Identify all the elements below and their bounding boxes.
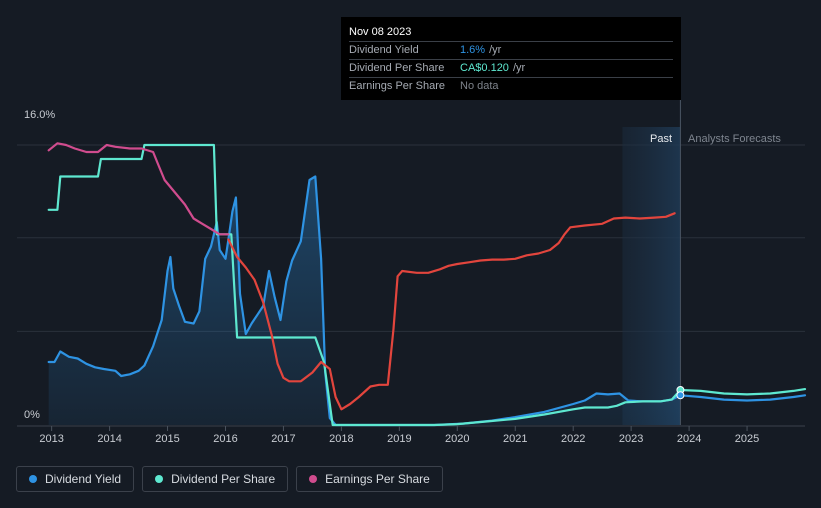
legend: Dividend Yield Dividend Per Share Earnin… [16,466,443,492]
x-tick-label: 2021 [503,433,527,445]
marker-dividend-yield [676,391,685,400]
x-tick-label: 2019 [387,433,411,445]
x-tick-label: 2016 [213,433,237,445]
series-line-dividend-yield-forecast [679,394,807,402]
x-tick-label: 2018 [329,433,353,445]
legend-dot-icon [29,475,37,483]
tooltip-date: Nov 08 2023 [349,26,412,38]
legend-item-earnings-per-share[interactable]: Earnings Per Share [296,466,443,492]
x-tick-label: 2017 [271,433,295,445]
tooltip-label: Earnings Per Share [349,80,445,92]
series-line-earnings-per-share-net- [227,212,676,411]
legend-item-dividend-yield[interactable]: Dividend Yield [16,466,135,492]
series-lines [47,142,807,427]
x-axis: 2013 2014 2015 2016 2017 2018 2019 2020 2021 2022… [39,426,759,445]
y-tick-label-top: 16.0% [24,109,55,121]
tooltip-label: Dividend Yield [349,44,419,56]
area-layer [48,176,681,425]
tooltip-row-earnings-per-share: Earnings Per Share No data [349,77,673,95]
series-line-dividend-per-share [47,143,682,427]
tooltip-row-dividend-yield: Dividend Yield 1.6% /yr [349,41,673,59]
legend-label: Dividend Yield [45,472,122,486]
hover-markers [676,386,685,400]
tooltip-unit: /yr [512,62,526,74]
tooltip-value: 1.6% [460,44,486,56]
tooltip-label: Dividend Per Share [349,62,445,74]
tooltip-value: No data [460,80,499,92]
tooltip-unit: /yr [489,44,502,56]
legend-label: Earnings Per Share [325,472,430,486]
series-line-dividend-per-share-forecast [679,388,807,396]
legend-item-dividend-per-share[interactable]: Dividend Per Share [142,466,289,492]
past-label: Past [650,133,672,145]
x-tick-label: 2023 [619,433,643,445]
x-tick-label: 2014 [97,433,121,445]
hover-tooltip: Nov 08 2023 Dividend Yield 1.6% /yr Divi… [341,17,681,100]
x-tick-label: 2015 [155,433,179,445]
legend-dot-icon [309,475,318,483]
forecast-label: Analysts Forecasts [688,133,781,145]
legend-dot-icon [155,475,164,483]
x-tick-label: 2020 [445,433,469,445]
x-tick-label: 2022 [561,433,585,445]
series-line-dividend-yield [47,175,682,427]
area-dividend-yield [48,176,681,425]
x-tick-label: 2025 [735,433,759,445]
tooltip-row-dividend-per-share: Dividend Per Share CA$0.120 /yr [349,59,673,77]
series-line-earnings-per-share [47,142,230,236]
tooltip-value: CA$0.120 [460,62,509,74]
past-region-band [622,127,681,425]
x-tick-label: 2013 [39,433,63,445]
legend-label: Dividend Per Share [171,472,276,486]
y-tick-label-bottom: 0% [24,409,40,421]
x-tick-label: 2024 [677,433,701,445]
